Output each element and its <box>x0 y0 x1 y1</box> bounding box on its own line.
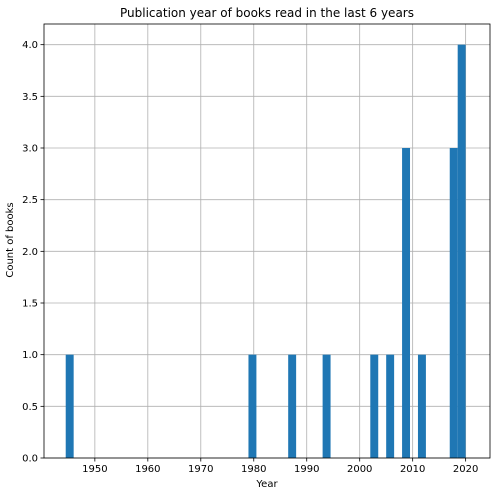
y-tick-label: 3.5 <box>22 92 38 103</box>
x-tick-label: 1970 <box>188 464 213 475</box>
bars <box>65 44 466 459</box>
y-tick-label: 0.5 <box>22 402 38 413</box>
x-tick-label: 2010 <box>400 464 425 475</box>
bar <box>449 148 458 458</box>
bar <box>402 148 411 458</box>
y-tick-label: 4.0 <box>22 40 38 51</box>
x-tick-label: 2000 <box>347 464 372 475</box>
y-tick-label: 2.5 <box>22 195 38 206</box>
bar <box>288 354 297 458</box>
x-tick-label: 1960 <box>135 464 160 475</box>
bar <box>417 354 426 458</box>
grid-lines <box>44 24 490 459</box>
chart-title: Publication year of books read in the la… <box>120 6 414 20</box>
bar <box>370 354 379 458</box>
y-axis-label: Count of books <box>5 202 16 277</box>
bar <box>457 44 466 459</box>
y-tick-label: 0.0 <box>22 454 38 465</box>
bar <box>386 354 395 458</box>
y-tick-label: 1.5 <box>22 299 38 310</box>
axes-frame <box>40 23 491 462</box>
x-tick-label: 1990 <box>294 464 319 475</box>
plot-frame <box>43 23 491 459</box>
bar <box>248 354 257 458</box>
x-axis-label: Year <box>255 479 278 490</box>
bar <box>322 354 331 458</box>
x-tick-label: 1950 <box>82 464 107 475</box>
tick-labels: 1950 1960 1970 1980 1990 2000 2010 2020 0.0 0.5 1.… <box>22 40 478 475</box>
x-tick-label: 1980 <box>241 464 266 475</box>
bar <box>65 354 74 458</box>
y-tick-label: 2.0 <box>22 247 38 258</box>
y-tick-label: 3.0 <box>22 144 38 155</box>
x-tick-label: 2020 <box>453 464 478 475</box>
y-tick-label: 1.0 <box>22 350 38 361</box>
